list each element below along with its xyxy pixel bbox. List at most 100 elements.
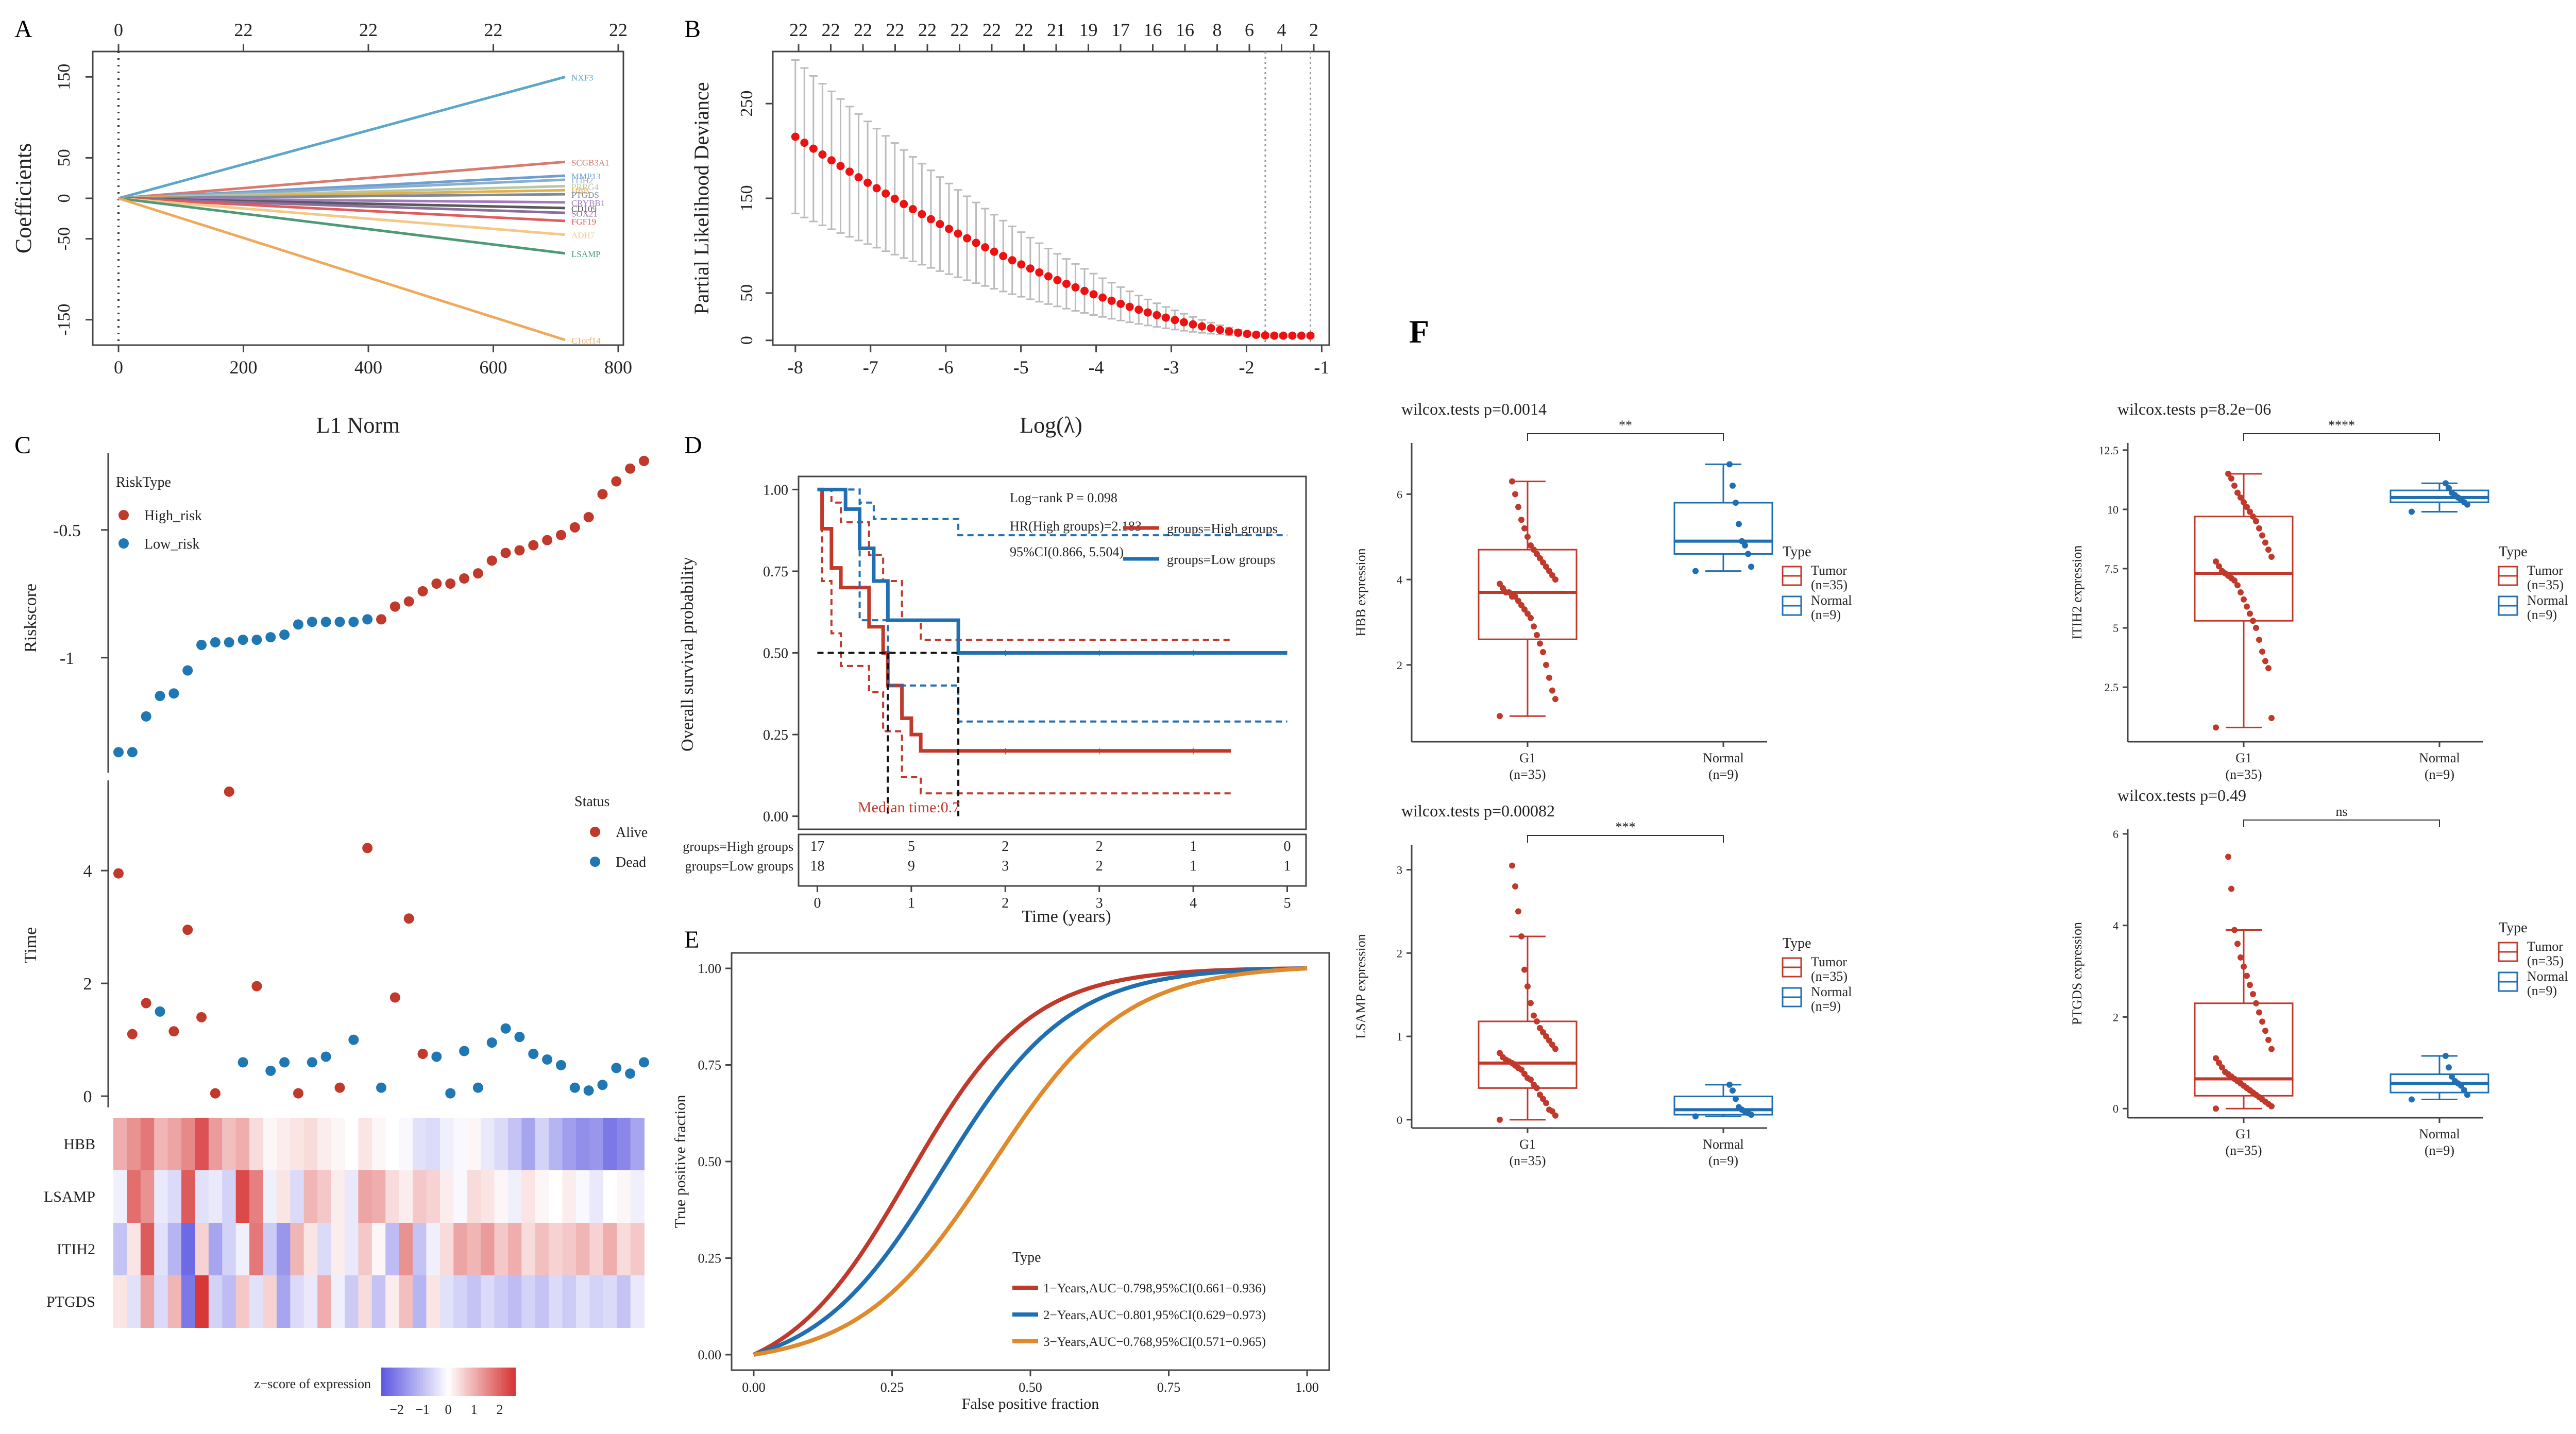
heatmap-cell [127,1223,141,1275]
tumor-point [2222,1069,2228,1076]
y-tick-label: 1 [1397,1030,1402,1043]
riskscore-point [376,614,386,625]
censor-mark: + [1002,646,1009,661]
x-tick-label: -6 [938,357,954,378]
heatmap-cell [181,1170,196,1223]
colorbar-segment [477,1368,480,1396]
survival-time-point [155,1006,165,1017]
cv-point [1198,322,1207,331]
y-axis-title: ITIH2 expression [2070,545,2084,640]
top-tick-label: 4 [1277,20,1286,40]
heatmap-cell [181,1223,196,1275]
normal-point [2449,1073,2455,1080]
colorbar-segment [482,1368,485,1396]
heatmap-cell [549,1118,563,1170]
tumor-point [2219,1064,2225,1071]
heatmap-cell [195,1170,209,1223]
coef-label-CRYBB1: CRYBB1 [571,198,605,208]
heatmap-cell [235,1118,250,1170]
heatmap-cell [562,1170,577,1223]
risk-legend-key [118,510,129,520]
legend-n: (n=9) [1811,999,1841,1014]
colorbar-segment [425,1368,428,1396]
riskscore-point [251,635,262,645]
colorbar-segment [492,1368,495,1396]
heatmap-cell [494,1275,509,1328]
cv-point [1153,311,1161,319]
heatmap-cell [113,1170,128,1223]
x-axis-title: L1 Norm [316,413,400,438]
heatmap-cell [263,1170,277,1223]
y-axis-title: PTGDS expression [2070,922,2084,1025]
tumor-point [2259,532,2265,539]
risk-legend-key [118,538,129,549]
heatmap-cell [167,1223,182,1275]
tumor-point [2213,1055,2219,1062]
coef-line-FGF19 [118,197,566,223]
survival-time-point [210,1088,221,1099]
heatmap-cell [589,1223,604,1275]
survival-time-point [597,1080,608,1090]
tumor-point [2244,504,2250,510]
coef-label-HBB: HBB [571,186,589,196]
x-tick-label: 5 [1284,895,1291,911]
y-tick-label: 250 [737,91,756,117]
heatmap-cell [154,1275,168,1328]
colorbar-segment [384,1368,387,1396]
colorbar-segment [397,1368,400,1396]
cv-point [845,167,854,176]
survival-time-point [472,1082,483,1093]
normal-point [2461,1087,2467,1094]
legend-n: (n=9) [2527,607,2557,622]
cv-point [1008,256,1016,265]
tumor-point [2228,475,2234,482]
heatmap-cell [303,1118,318,1170]
heatmap-cell [603,1170,618,1223]
tumor-point [2244,972,2250,979]
tumor-point [2253,1000,2259,1006]
cv-point [1026,264,1035,273]
y-tick-label: 12.5 [2099,444,2119,457]
sig-bracket [1527,835,1724,843]
top-tick-label: 22 [484,20,503,40]
survival-time-point [224,786,234,797]
coef-label-LSAMP: LSAMP [571,249,601,259]
colorbar-segment [417,1368,420,1396]
x-tick-label: 600 [480,357,507,378]
heatmap-cell [263,1223,277,1275]
colorbar-segment [415,1368,418,1396]
group-label: Normal [1703,750,1743,765]
normal-point [1736,1104,1742,1111]
sig-label: *** [1616,820,1636,834]
heatmap-cell [222,1170,236,1223]
riskscore-point [639,455,649,466]
normal-point [2446,1064,2452,1071]
survival-time-point [486,1037,497,1048]
tumor-point [2253,625,2259,631]
tumor-point [1497,581,1503,587]
risk-table-count: 2 [1096,839,1103,855]
x-tick-label: 1 [908,895,915,911]
tumor-point [2268,553,2275,560]
colorbar-segment [461,1368,464,1396]
heatmap-cell [507,1118,522,1170]
survival-time-point [417,1048,428,1059]
heatmap-cell [562,1223,577,1275]
colorbar-segment [443,1368,446,1396]
heatmap-cell [358,1275,372,1328]
tumor-point [1534,631,1540,638]
heatmap-cell [535,1170,550,1223]
survival-time-point [238,1057,248,1068]
tumor-point [1518,517,1524,523]
cv-point [1125,302,1134,311]
legend-n: (n=35) [1811,969,1848,984]
tumor-point [1521,525,1528,532]
x-axis-title: Time (years) [1022,907,1111,926]
heatmap-cell [549,1275,563,1328]
cv-point [836,162,845,170]
km-high-ci-lower [817,488,1231,795]
y-axis-title: True positive fraction [672,1095,689,1228]
status-legend-key [590,827,600,837]
heatmap-cell [507,1275,522,1328]
